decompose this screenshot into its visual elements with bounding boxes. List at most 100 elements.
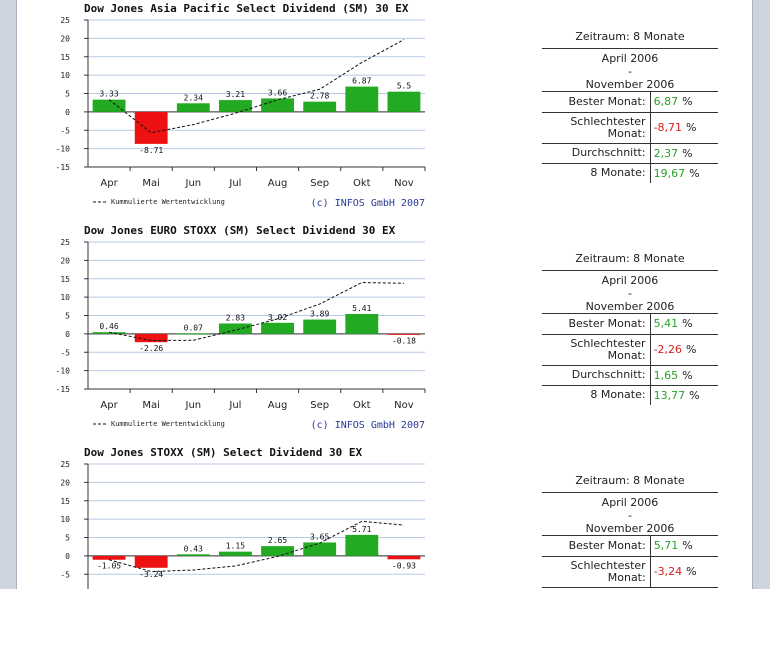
data-label: 0.07 xyxy=(184,324,203,333)
average-value: 1,65 xyxy=(654,369,679,382)
bar-jul xyxy=(219,552,252,556)
worst-month-value: -2,26 xyxy=(654,343,682,356)
period-dash: - xyxy=(542,287,718,300)
percent-sign: % xyxy=(682,369,692,382)
bar-jun xyxy=(177,554,210,556)
total-value: 13,77 xyxy=(654,389,686,402)
chart-asia-pacific: Dow Jones Asia Pacific Select Dividend (… xyxy=(50,2,450,222)
average-value: 2,37 xyxy=(654,147,679,160)
data-label: 3.65 xyxy=(310,532,329,541)
data-label: 3.66 xyxy=(268,88,287,97)
stats-table-stoxx: Zeitraum: 8 Monate April 2006 - November… xyxy=(542,472,718,588)
bar-apr xyxy=(93,556,126,560)
x-tick-label: Jun xyxy=(185,178,202,189)
period-dates: April 2006 - November 2006 xyxy=(542,493,718,536)
chart-euro-stoxx: Dow Jones EURO STOXX (SM) Select Dividen… xyxy=(50,224,450,444)
y-tick-label: 15 xyxy=(60,53,70,62)
percent-sign: % xyxy=(686,343,696,356)
period-dash: - xyxy=(542,65,718,78)
period-from: April 2006 xyxy=(542,496,718,509)
y-tick-label: 5 xyxy=(65,90,70,99)
bar-nov xyxy=(388,556,421,559)
y-tick-label: -15 xyxy=(56,163,71,172)
best-month-label: Bester Monat: xyxy=(542,536,650,556)
best-month-label: Bester Monat: xyxy=(542,314,650,334)
period-from: April 2006 xyxy=(542,52,718,65)
y-tick-label: 0 xyxy=(65,108,70,117)
bar-mai xyxy=(135,112,168,144)
data-label: 5.5 xyxy=(397,82,412,91)
bar-nov xyxy=(388,92,421,112)
worst-month-label: Schlechtester Monat: xyxy=(542,112,650,143)
x-tick-label: Jun xyxy=(185,400,202,411)
bar-sep xyxy=(303,102,336,112)
bar-sep xyxy=(303,542,336,555)
data-label: 3.33 xyxy=(99,90,118,99)
stats-table-asia-pacific: Zeitraum: 8 Monate April 2006 - November… xyxy=(542,28,718,183)
period-label: Zeitraum: 8 Monate xyxy=(542,28,718,49)
bar-apr xyxy=(93,100,126,112)
data-label: 5.41 xyxy=(352,304,371,313)
x-tick-label: Nov xyxy=(394,178,414,189)
period-dates: April 2006 - November 2006 xyxy=(542,49,718,92)
y-tick-label: 5 xyxy=(65,534,70,543)
worst-month-value: -8,71 xyxy=(654,121,682,134)
percent-sign: % xyxy=(682,95,692,108)
y-tick-label: 20 xyxy=(60,256,70,265)
x-tick-label: Apr xyxy=(100,178,118,189)
copyright-text: (c) INFOS GmbH 2007 xyxy=(311,198,425,209)
percent-sign: % xyxy=(689,167,699,180)
worst-month-value: -3,24 xyxy=(654,565,682,578)
total-value: 19,67 xyxy=(654,167,686,180)
worst-month-label: Schlechtester Monat: xyxy=(542,334,650,365)
legend-label: Kummulierte Wertentwicklung xyxy=(111,420,225,428)
y-tick-label: 25 xyxy=(60,238,70,247)
bar-nov xyxy=(388,334,421,335)
y-tick-label: -15 xyxy=(56,385,71,394)
average-label: Durchschnitt: xyxy=(542,143,650,163)
y-tick-label: 25 xyxy=(60,460,70,469)
data-label: -0.18 xyxy=(392,337,416,346)
period-dash: - xyxy=(542,509,718,522)
y-tick-label: 10 xyxy=(60,293,70,302)
left-window-edge xyxy=(0,0,17,589)
bar-okt xyxy=(345,87,378,112)
data-label: -8.71 xyxy=(139,146,163,155)
y-tick-label: 20 xyxy=(60,478,70,487)
bar-okt xyxy=(345,535,378,556)
data-label: 6.87 xyxy=(352,77,371,86)
y-tick-label: 0 xyxy=(65,552,70,561)
period-to: November 2006 xyxy=(542,78,718,91)
percent-sign: % xyxy=(682,539,692,552)
x-tick-label: Jul xyxy=(228,400,241,411)
y-tick-label: 15 xyxy=(60,275,70,284)
x-tick-label: Jul xyxy=(228,178,241,189)
best-month-value: 5,71 xyxy=(654,539,679,552)
data-label: 2.83 xyxy=(226,313,245,322)
stats-table-euro-stoxx: Zeitraum: 8 Monate April 2006 - November… xyxy=(542,250,718,405)
bar-mai xyxy=(135,556,168,568)
bar-aug xyxy=(261,323,294,334)
period-label: Zeitraum: 8 Monate xyxy=(542,250,718,271)
y-tick-label: -10 xyxy=(56,145,71,154)
x-tick-label: Sep xyxy=(310,400,329,411)
bar-jun xyxy=(177,334,210,335)
chart-svg: 2520151050-5-10-150.46Apr-2.26Mai0.07Jun… xyxy=(50,224,450,439)
x-tick-label: Mai xyxy=(142,178,160,189)
data-label: -0.93 xyxy=(392,561,416,570)
x-tick-label: Okt xyxy=(353,178,371,189)
percent-sign: % xyxy=(686,121,696,134)
y-tick-label: 5 xyxy=(65,312,70,321)
period-from: April 2006 xyxy=(542,274,718,287)
y-tick-label: 20 xyxy=(60,34,70,43)
x-tick-label: Nov xyxy=(394,400,414,411)
data-label: 0.46 xyxy=(99,322,118,331)
right-scrollbar-track[interactable] xyxy=(752,0,770,589)
best-month-value: 6,87 xyxy=(654,95,679,108)
bar-jul xyxy=(219,100,252,112)
data-label: 5.71 xyxy=(352,525,371,534)
data-label: 3.21 xyxy=(226,90,245,99)
x-tick-label: Sep xyxy=(310,178,329,189)
y-tick-label: 25 xyxy=(60,16,70,25)
data-label: 3.89 xyxy=(310,310,329,319)
